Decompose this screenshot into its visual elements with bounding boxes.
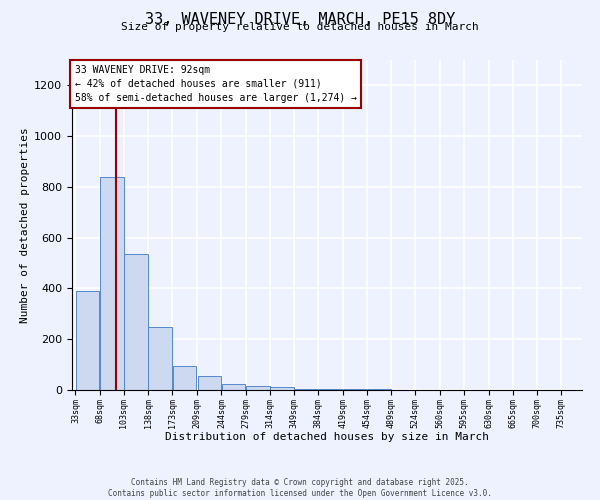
Text: Size of property relative to detached houses in March: Size of property relative to detached ho… (121, 22, 479, 32)
Text: Contains HM Land Registry data © Crown copyright and database right 2025.
Contai: Contains HM Land Registry data © Crown c… (108, 478, 492, 498)
Bar (148, 327, 172, 390)
Text: 33, WAVENEY DRIVE, MARCH, PE15 8DY: 33, WAVENEY DRIVE, MARCH, PE15 8DY (145, 12, 455, 28)
Bar (197, 376, 221, 390)
Bar (246, 386, 269, 390)
X-axis label: Distribution of detached houses by size in March: Distribution of detached houses by size … (165, 432, 489, 442)
Bar (100, 177, 124, 390)
Text: 33 WAVENEY DRIVE: 92sqm
← 42% of detached houses are smaller (911)
58% of semi-d: 33 WAVENEY DRIVE: 92sqm ← 42% of detache… (74, 65, 356, 103)
Bar (295, 388, 318, 390)
Y-axis label: Number of detached properties: Number of detached properties (20, 127, 30, 323)
Bar (319, 389, 342, 390)
Bar (222, 384, 245, 390)
Bar (124, 254, 148, 390)
Bar (270, 388, 294, 390)
Bar (76, 291, 100, 390)
Bar (173, 366, 196, 390)
